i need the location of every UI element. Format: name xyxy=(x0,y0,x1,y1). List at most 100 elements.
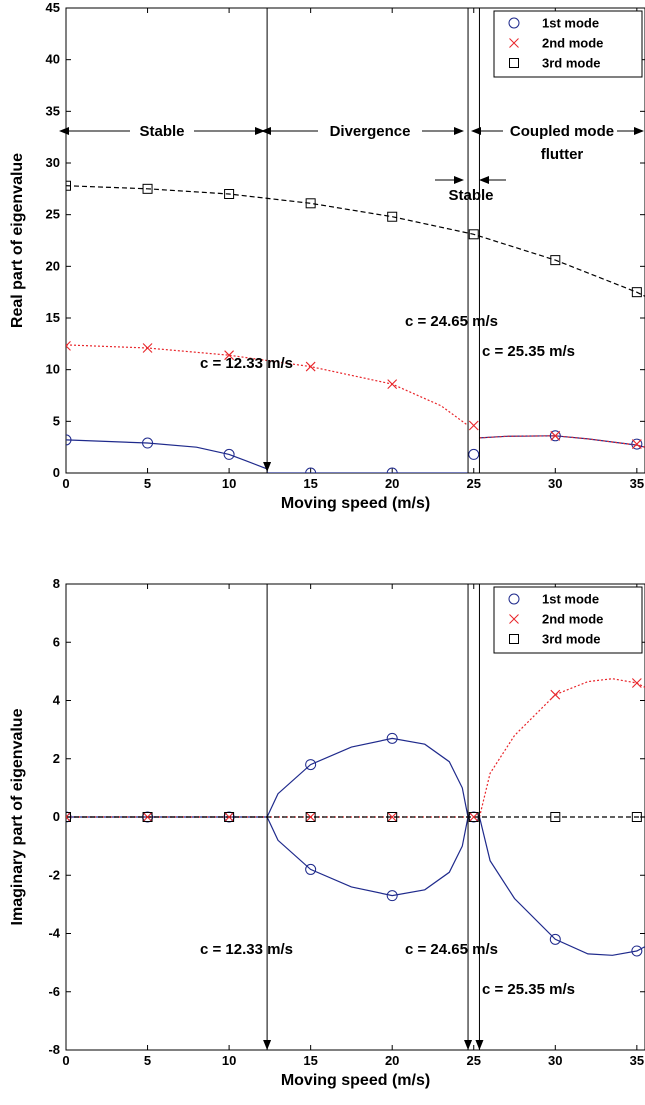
x-tick-label: 10 xyxy=(222,476,236,491)
x-tick-label: 35 xyxy=(630,476,644,491)
x-tick-label: 25 xyxy=(467,1053,481,1068)
x-tick-label: 5 xyxy=(144,1053,151,1068)
legend-marker xyxy=(509,614,519,624)
y-tick-label: -2 xyxy=(48,867,60,882)
data-point-mode-1 xyxy=(305,759,317,771)
y-tick-label: 25 xyxy=(46,207,60,222)
y-tick-label: 5 xyxy=(53,413,60,428)
legend-entry: 3rd mode xyxy=(542,56,601,71)
data-point-mode-2 xyxy=(468,812,479,822)
y-tick-label: 45 xyxy=(46,0,60,15)
data-point-mode-2 xyxy=(631,439,642,449)
data-point-mode-3 xyxy=(550,812,561,822)
data-point-mode-3 xyxy=(305,812,316,822)
legend-entry: 2nd mode xyxy=(542,36,603,51)
data-point-mode-3 xyxy=(631,812,642,822)
data-point-mode-3 xyxy=(387,211,398,222)
data-point-mode-1 xyxy=(549,430,561,442)
plot-area xyxy=(65,7,645,474)
real-part-chart: 0 5 10 15 20 25 30 35 0 5 10 15 20 25 30 35 40 45 Moving s… xyxy=(9,0,645,512)
legend-entry: 2nd mode xyxy=(542,612,603,627)
x-axis-label: Moving speed (m/s) xyxy=(281,1072,430,1089)
y-tick-label: 2 xyxy=(53,751,60,766)
y-tick-label: 0 xyxy=(53,465,60,480)
label-bg xyxy=(130,121,194,141)
data-point-mode-2 xyxy=(142,343,153,353)
data-point-mode-2 xyxy=(550,689,561,700)
critical-speed-label-1: c = 12.33 m/s xyxy=(200,355,293,372)
data-point-mode-1 xyxy=(66,434,72,446)
y-tick-label: -8 xyxy=(48,1042,60,1057)
region-label-coupled-mode: Coupled mode xyxy=(510,123,614,140)
data-point-mode-3 xyxy=(66,812,71,822)
data-point-mode-3 xyxy=(224,812,235,822)
legend-marker xyxy=(509,634,519,644)
data-point-mode-1 xyxy=(468,448,480,460)
y-tick-label: 20 xyxy=(46,258,60,273)
legend-entry: 1st mode xyxy=(542,16,599,31)
data-point-mode-3 xyxy=(305,198,316,209)
x-tick-label: 15 xyxy=(303,476,317,491)
data-point-mode-2 xyxy=(468,420,479,431)
series-line-1 xyxy=(266,737,469,818)
data-point-mode-2 xyxy=(66,341,71,351)
data-point-mode-3 xyxy=(142,183,153,194)
series-line-1 xyxy=(266,816,469,897)
series-line-3 xyxy=(66,185,645,297)
x-tick-label: 15 xyxy=(303,1053,317,1068)
data-point-mode-2 xyxy=(550,430,561,441)
region-label-stable: Stable xyxy=(139,123,184,140)
y-tick-label: -4 xyxy=(48,926,60,941)
data-point-mode-2 xyxy=(142,812,153,822)
data-point-mode-3 xyxy=(142,812,153,822)
legend: 1st mode 2nd mode 3rd mode xyxy=(493,586,643,654)
x-tick-label: 20 xyxy=(385,476,399,491)
imaginary-part-chart: 0 5 10 15 20 25 30 35 -8 -6 -4 -2 0 2 4 6 8 Moving speed … xyxy=(9,576,645,1089)
data-point-mode-3 xyxy=(468,229,479,240)
x-tick-label: 5 xyxy=(144,476,151,491)
data-point-mode-1 xyxy=(386,732,398,744)
x-tick-label: 10 xyxy=(222,1053,236,1068)
legend-marker xyxy=(508,17,520,29)
x-tick-label: 30 xyxy=(548,476,562,491)
y-tick-label: 8 xyxy=(53,576,60,591)
x-axis-label: Moving speed (m/s) xyxy=(281,495,430,512)
region-label-divergence: Divergence xyxy=(330,123,411,140)
y-axis-label: Real part of eigenvalue xyxy=(9,153,26,328)
x-tick-label: 20 xyxy=(385,1053,399,1068)
series-line-2 xyxy=(478,678,645,818)
y-tick-label: 4 xyxy=(53,693,61,708)
data-point-mode-2 xyxy=(387,812,398,822)
data-point-mode-3 xyxy=(631,287,642,298)
y-tick-label: 15 xyxy=(46,310,60,325)
critical-speed-label-3: c = 25.35 m/s xyxy=(482,343,575,360)
data-point-mode-1 xyxy=(223,448,235,460)
y-tick-label: 35 xyxy=(46,103,60,118)
critical-speed-label-1: c = 12.33 m/s xyxy=(200,941,293,958)
x-tick-label: 30 xyxy=(548,1053,562,1068)
legend-entry: 1st mode xyxy=(542,592,599,607)
region-label-flutter: flutter xyxy=(541,146,584,163)
y-tick-label: 6 xyxy=(53,634,60,649)
data-point-mode-1 xyxy=(631,945,643,957)
x-tick-label: 0 xyxy=(62,476,69,491)
data-point-mode-1 xyxy=(549,933,561,945)
data-point-mode-2 xyxy=(387,379,398,390)
data-point-mode-3 xyxy=(387,812,398,822)
x-tick-label: 35 xyxy=(630,1053,644,1068)
data-point-mode-3 xyxy=(66,180,71,191)
data-point-mode-1 xyxy=(631,438,643,450)
region-label-narrow-stable: Stable xyxy=(448,187,493,204)
data-point-mode-3 xyxy=(468,812,479,822)
critical-speed-label-2: c = 24.65 m/s xyxy=(405,941,498,958)
legend-marker xyxy=(509,58,519,68)
data-point-mode-1 xyxy=(305,467,317,473)
y-tick-label: -6 xyxy=(48,984,60,999)
data-point-mode-1 xyxy=(142,437,154,449)
x-tick-label: 25 xyxy=(467,476,481,491)
data-point-mode-2 xyxy=(305,812,316,822)
y-tick-label: 40 xyxy=(46,52,60,67)
series-line-2 xyxy=(479,435,645,448)
legend: 1st mode 2nd mode 3rd mode xyxy=(493,10,643,78)
